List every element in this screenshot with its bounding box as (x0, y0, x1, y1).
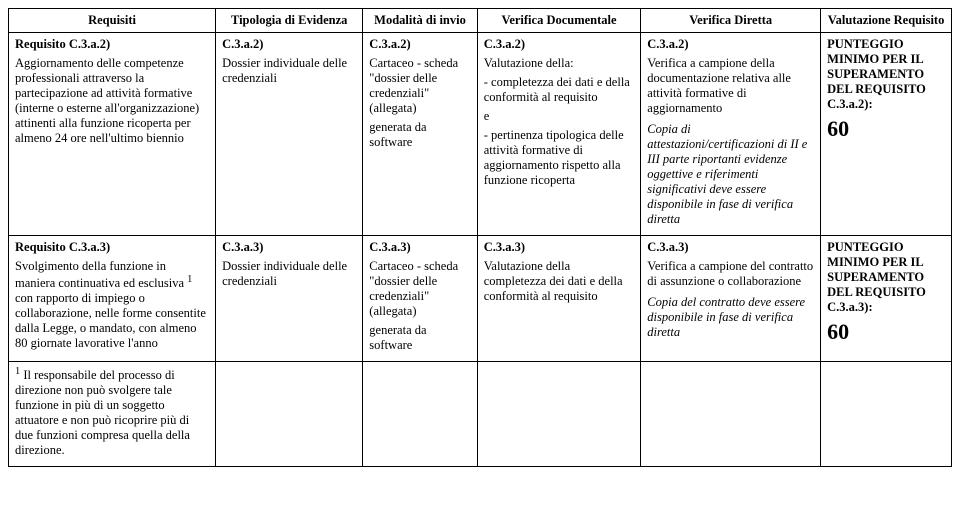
cell-valutazione: PUNTEGGIO MINIMO PER IL SUPERAMENTO DEL … (821, 236, 952, 362)
tip-body: Dossier individuale delle credenziali (222, 259, 356, 289)
val-score: 60 (827, 319, 849, 344)
cell-valutazione: PUNTEGGIO MINIMO PER IL SUPERAMENTO DEL … (821, 33, 952, 236)
cell-modalita: C.3.a.2) Cartaceo - scheda "dossier dell… (363, 33, 477, 236)
vdoc-line: Valutazione della completezza dei dati e… (484, 259, 635, 304)
empty-cell (363, 362, 477, 467)
cell-verifica-diretta: C.3.a.3) Verifica a campione del contrat… (641, 236, 821, 362)
requirements-table: Requisiti Tipologia di Evidenza Modalità… (8, 8, 952, 467)
mod-body1: Cartaceo - scheda "dossier delle credenz… (369, 259, 470, 319)
val-score: 60 (827, 116, 849, 141)
vdoc-title: C.3.a.3) (484, 240, 635, 255)
vdoc-line: - pertinenza tipologica delle attività f… (484, 128, 635, 188)
vdir-line: Verifica a campione del contratto di ass… (647, 259, 814, 289)
req-body: Aggiornamento delle competenze professio… (15, 56, 209, 146)
empty-cell (216, 362, 363, 467)
header-modalita: Modalità di invio (363, 9, 477, 33)
vdir-line-italic: Copia del contratto deve essere disponib… (647, 295, 814, 340)
cell-verifica-documentale: C.3.a.3) Valutazione della completezza d… (477, 236, 641, 362)
footnote-row: 1 Il responsabile del processo di direzi… (9, 362, 952, 467)
req-title: Requisito C.3.a.2) (15, 37, 209, 52)
req-body: Svolgimento della funzione in maniera co… (15, 259, 209, 351)
header-valutazione: Valutazione Requisito (821, 9, 952, 33)
cell-requisito: Requisito C.3.a.2) Aggiornamento delle c… (9, 33, 216, 236)
empty-cell (821, 362, 952, 467)
mod-body2: generata da software (369, 120, 470, 150)
cell-modalita: C.3.a.3) Cartaceo - scheda "dossier dell… (363, 236, 477, 362)
vdoc-line: e (484, 109, 635, 124)
footnote-ref: 1 (187, 274, 192, 285)
val-text: PUNTEGGIO MINIMO PER IL SUPERAMENTO DEL … (827, 37, 945, 112)
footnote-body: Il responsabile del processo di direzion… (15, 368, 190, 457)
tip-body: Dossier individuale delle credenziali (222, 56, 356, 86)
header-row: Requisiti Tipologia di Evidenza Modalità… (9, 9, 952, 33)
vdoc-title: C.3.a.2) (484, 37, 635, 52)
vdir-title: C.3.a.3) (647, 240, 814, 255)
vdir-line: Verifica a campione della documentazione… (647, 56, 814, 116)
table-row: Requisito C.3.a.3) Svolgimento della fun… (9, 236, 952, 362)
cell-verifica-documentale: C.3.a.2) Valutazione della: - completezz… (477, 33, 641, 236)
header-verifica-diretta: Verifica Diretta (641, 9, 821, 33)
mod-body2: generata da software (369, 323, 470, 353)
req-body-part: con rapporto di impiego o collaborazione… (15, 291, 206, 350)
val-text: PUNTEGGIO MINIMO PER IL SUPERAMENTO DEL … (827, 240, 945, 315)
tip-title: C.3.a.3) (222, 240, 356, 255)
cell-requisito: Requisito C.3.a.3) Svolgimento della fun… (9, 236, 216, 362)
mod-body1: Cartaceo - scheda "dossier delle credenz… (369, 56, 470, 116)
cell-tipologia: C.3.a.3) Dossier individuale delle crede… (216, 236, 363, 362)
footnote-text: 1 Il responsabile del processo di direzi… (15, 366, 209, 458)
vdoc-line: - completezza dei dati e della conformit… (484, 75, 635, 105)
vdir-title: C.3.a.2) (647, 37, 814, 52)
table-row: Requisito C.3.a.2) Aggiornamento delle c… (9, 33, 952, 236)
empty-cell (477, 362, 641, 467)
vdoc-line: Valutazione della: (484, 56, 635, 71)
empty-cell (641, 362, 821, 467)
mod-title: C.3.a.3) (369, 240, 470, 255)
header-requisiti: Requisiti (9, 9, 216, 33)
header-tipologia: Tipologia di Evidenza (216, 9, 363, 33)
req-body-part: Svolgimento della funzione in maniera co… (15, 259, 187, 290)
vdir-line-italic: Copia di attestazioni/certificazioni di … (647, 122, 814, 227)
mod-title: C.3.a.2) (369, 37, 470, 52)
cell-tipologia: C.3.a.2) Dossier individuale delle crede… (216, 33, 363, 236)
footnote-cell: 1 Il responsabile del processo di direzi… (9, 362, 216, 467)
tip-title: C.3.a.2) (222, 37, 356, 52)
header-verifica-documentale: Verifica Documentale (477, 9, 641, 33)
cell-verifica-diretta: C.3.a.2) Verifica a campione della docum… (641, 33, 821, 236)
req-title: Requisito C.3.a.3) (15, 240, 209, 255)
